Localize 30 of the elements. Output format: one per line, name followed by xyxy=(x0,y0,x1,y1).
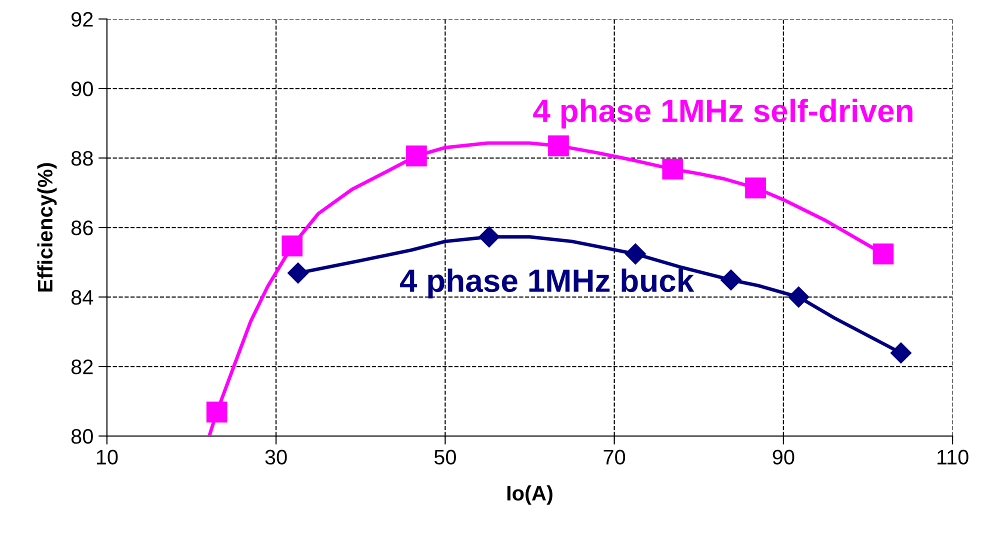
y-tick-label: 88 xyxy=(71,151,93,166)
point xyxy=(478,226,500,248)
y-axis-title: Efficiency(%) xyxy=(37,163,57,292)
y-tick-label: 80 xyxy=(71,429,93,444)
point xyxy=(206,402,228,422)
point xyxy=(720,269,742,291)
x-tick-label: 10 xyxy=(96,450,118,465)
x-tick-label: 50 xyxy=(434,450,456,465)
x-tick-label: 90 xyxy=(772,450,794,465)
point xyxy=(745,177,766,198)
y-tick-label: 90 xyxy=(72,82,93,96)
x-axis-title: Io(A) xyxy=(507,485,552,505)
y-tick-label: 92 xyxy=(72,12,93,27)
point xyxy=(624,243,646,264)
series-label: 4 phase 1MHz self-driven xyxy=(533,98,912,129)
point xyxy=(788,286,810,308)
x-tick-label: 110 xyxy=(938,450,968,465)
x-tick-label: 70 xyxy=(604,450,626,465)
point xyxy=(872,244,894,264)
point xyxy=(662,158,684,180)
point xyxy=(288,262,309,284)
y-tick-label: 82 xyxy=(71,360,93,374)
y-tick-label: 84 xyxy=(71,290,94,305)
x-tick-label: 30 xyxy=(265,450,287,465)
y-tick-label: 86 xyxy=(71,220,93,236)
series-label: 4 phase 1MHz buck xyxy=(400,268,694,298)
point xyxy=(890,342,912,364)
point xyxy=(548,135,569,156)
point xyxy=(406,146,427,166)
point xyxy=(282,236,303,256)
